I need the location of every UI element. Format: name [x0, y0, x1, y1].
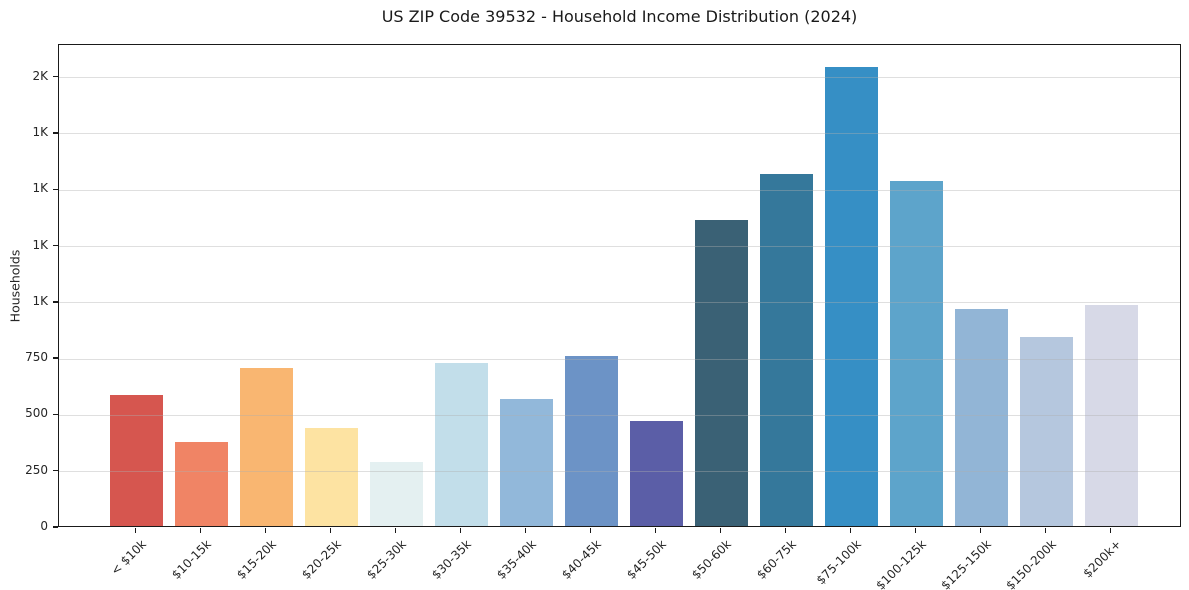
y-tick-label: 2K: [32, 68, 48, 83]
y-tick-mark: [53, 75, 58, 78]
x-tick-mark: [1109, 528, 1112, 533]
x-tick-mark: [459, 528, 462, 533]
chart-title: US ZIP Code 39532 - Household Income Dis…: [381, 7, 858, 26]
y-tick-label: 1K: [32, 124, 48, 139]
bar: [565, 356, 618, 526]
gridline: [59, 414, 1180, 416]
x-tick-mark: [524, 528, 527, 533]
bar: [435, 362, 488, 526]
y-tick-mark: [53, 244, 58, 247]
bar: [1020, 336, 1073, 526]
x-tick-mark: [654, 528, 657, 533]
gridline: [59, 77, 1180, 79]
bar: [240, 368, 293, 526]
bar: [305, 428, 358, 526]
bar: [1085, 305, 1138, 526]
y-tick-mark: [53, 413, 58, 416]
gridline: [59, 189, 1180, 191]
y-tick-mark: [53, 301, 58, 303]
gridline: [59, 358, 1180, 360]
bar: [110, 395, 163, 526]
x-tick-mark: [134, 528, 137, 533]
y-tick-mark: [53, 526, 58, 528]
y-tick-mark: [53, 470, 58, 472]
gridline: [59, 471, 1180, 473]
y-tick-label: 250: [25, 462, 48, 477]
gridline: [59, 133, 1180, 135]
y-tick-label: 1K: [32, 293, 48, 308]
bar: [695, 219, 748, 526]
y-tick-label: 0: [40, 519, 48, 533]
x-tick-mark: [589, 528, 592, 533]
gridline: [59, 302, 1180, 304]
x-tick-label: < $10k: [107, 537, 149, 578]
bar: [955, 308, 1008, 526]
x-tick-mark: [719, 528, 722, 533]
x-tick-mark: [979, 528, 982, 533]
y-tick-label: 1K: [32, 181, 48, 196]
bar: [760, 173, 813, 526]
y-tick-label: 750: [25, 350, 48, 365]
bar: [500, 398, 553, 526]
y-tick-mark: [53, 188, 58, 190]
bar: [175, 441, 228, 526]
y-axis-label: Households: [7, 249, 23, 323]
x-tick-mark: [264, 528, 267, 533]
x-tick-mark: [394, 528, 397, 533]
x-tick-mark: [199, 528, 202, 533]
bar: [370, 461, 423, 526]
x-tick-mark: [784, 528, 787, 533]
bar: [825, 66, 878, 526]
bar: [890, 181, 943, 526]
y-tick-label: 500: [25, 406, 48, 421]
gridline: [59, 246, 1180, 248]
x-tick-mark: [1044, 528, 1047, 533]
y-tick-mark: [53, 132, 58, 134]
x-tick-mark: [914, 528, 917, 533]
bar: [630, 421, 683, 526]
plot-area: [58, 44, 1181, 527]
y-tick-label: 1K: [32, 237, 48, 252]
y-tick-mark: [53, 357, 58, 359]
x-tick-mark: [849, 528, 852, 533]
x-tick-mark: [329, 528, 332, 533]
